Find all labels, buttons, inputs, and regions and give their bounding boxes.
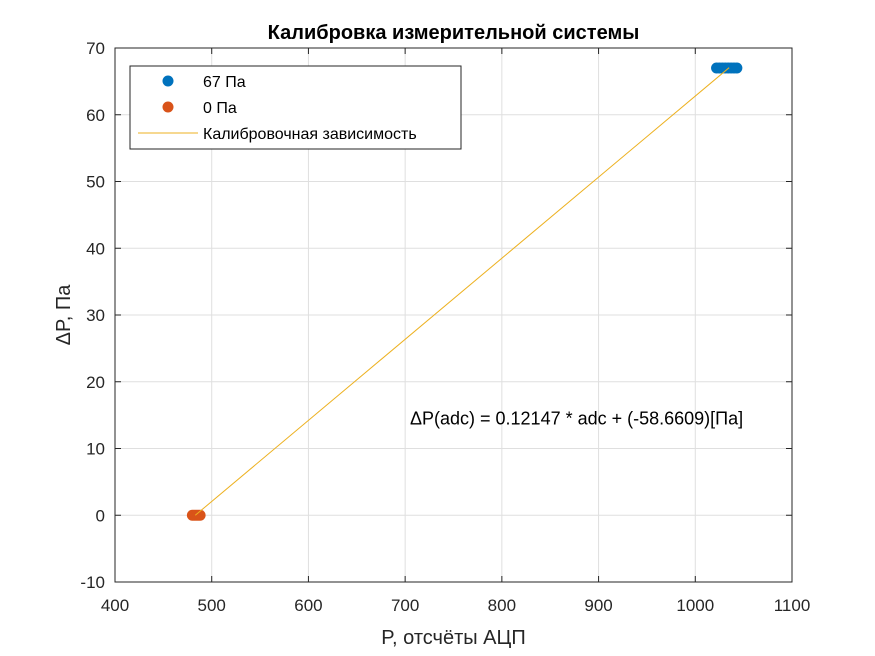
legend-entry-label: Калибровочная зависимость — [203, 126, 417, 143]
legend-box — [129, 65, 462, 150]
x-tick-label: 800 — [488, 596, 516, 615]
legend-marker-swatch — [162, 75, 174, 87]
x-axis-label: P, отсчёты АЦП — [381, 627, 525, 649]
x-tick-label: 700 — [391, 596, 419, 615]
x-tick-label: 1100 — [774, 596, 811, 615]
y-tick-label: 10 — [86, 440, 105, 459]
x-tick-label: 600 — [294, 596, 322, 615]
y-tick-label: 0 — [96, 506, 105, 525]
y-tick-label: 40 — [86, 239, 105, 258]
legend-marker-swatch — [162, 101, 174, 113]
y-tick-label: -10 — [80, 573, 105, 592]
chart-title: Калибровка измерительной системы — [268, 22, 640, 44]
x-tick-label: 1000 — [676, 596, 714, 615]
legend: 67 Па 0 Па Калибровочная зависимость — [129, 65, 462, 150]
x-tick-label: 400 — [101, 596, 129, 615]
equation-annotation: ΔP(adc) = 0.12147 * adc + (-58.6609)[Па] — [410, 408, 743, 428]
legend-entry-label: 67 Па — [203, 74, 246, 91]
y-tick-label: 20 — [86, 373, 105, 392]
ticks: 400 500 600 700 800 900 1000 1100 -10 0 10 20 30 40 50… — [80, 39, 810, 615]
x-tick-label: 900 — [584, 596, 612, 615]
x-tick-label: 500 — [198, 596, 226, 615]
y-tick-label: 70 — [86, 39, 105, 58]
y-tick-label: 50 — [86, 173, 105, 192]
y-tick-label: 30 — [86, 306, 105, 325]
y-tick-label: 60 — [86, 106, 105, 125]
data-point-series-1 — [731, 62, 743, 74]
calibration-line — [194, 67, 730, 516]
legend-entry-label: 0 Па — [203, 100, 237, 117]
series-layer — [186, 62, 743, 521]
y-axis-label: ΔP, Па — [53, 284, 75, 346]
data-point-series-2 — [194, 509, 206, 521]
